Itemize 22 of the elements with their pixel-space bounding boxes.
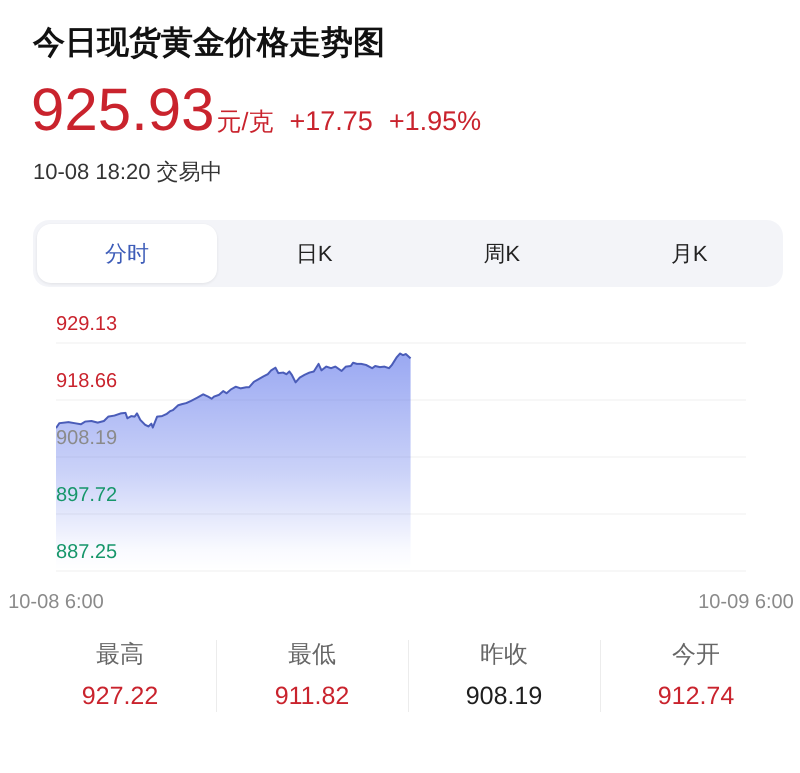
tab-bar: 分时 日K 周K 月K bbox=[33, 220, 783, 287]
text: +1.95% bbox=[388, 106, 482, 136]
x-tick-label: 10-08 6:00 bbox=[8, 591, 104, 613]
text: 今开 bbox=[671, 641, 721, 668]
y-tick-label: 918.66 bbox=[56, 370, 118, 392]
text: 908.19 bbox=[464, 682, 544, 710]
text: 最低 bbox=[287, 641, 337, 668]
text: 最高 bbox=[95, 641, 145, 668]
y-tick-label: 897.72 bbox=[56, 484, 118, 506]
text: 911.82 bbox=[274, 682, 350, 710]
text: 927.22 bbox=[80, 682, 160, 710]
y-tick-label: 929.13 bbox=[56, 313, 118, 335]
text: 昨收 bbox=[479, 641, 529, 668]
x-tick-label: 10-09 6:00 bbox=[698, 591, 794, 613]
text: 925.93 bbox=[31, 76, 215, 143]
y-tick-label: 908.19 bbox=[56, 427, 118, 449]
text: 10-08 18:20 交易中 bbox=[33, 159, 223, 184]
chart-title: 今日现货黄金价格走势图 bbox=[33, 24, 385, 60]
text: +17.75 bbox=[289, 106, 373, 136]
text: 912.74 bbox=[656, 682, 736, 710]
y-tick-label: 887.25 bbox=[56, 541, 118, 563]
text: 元/克 bbox=[216, 108, 274, 136]
